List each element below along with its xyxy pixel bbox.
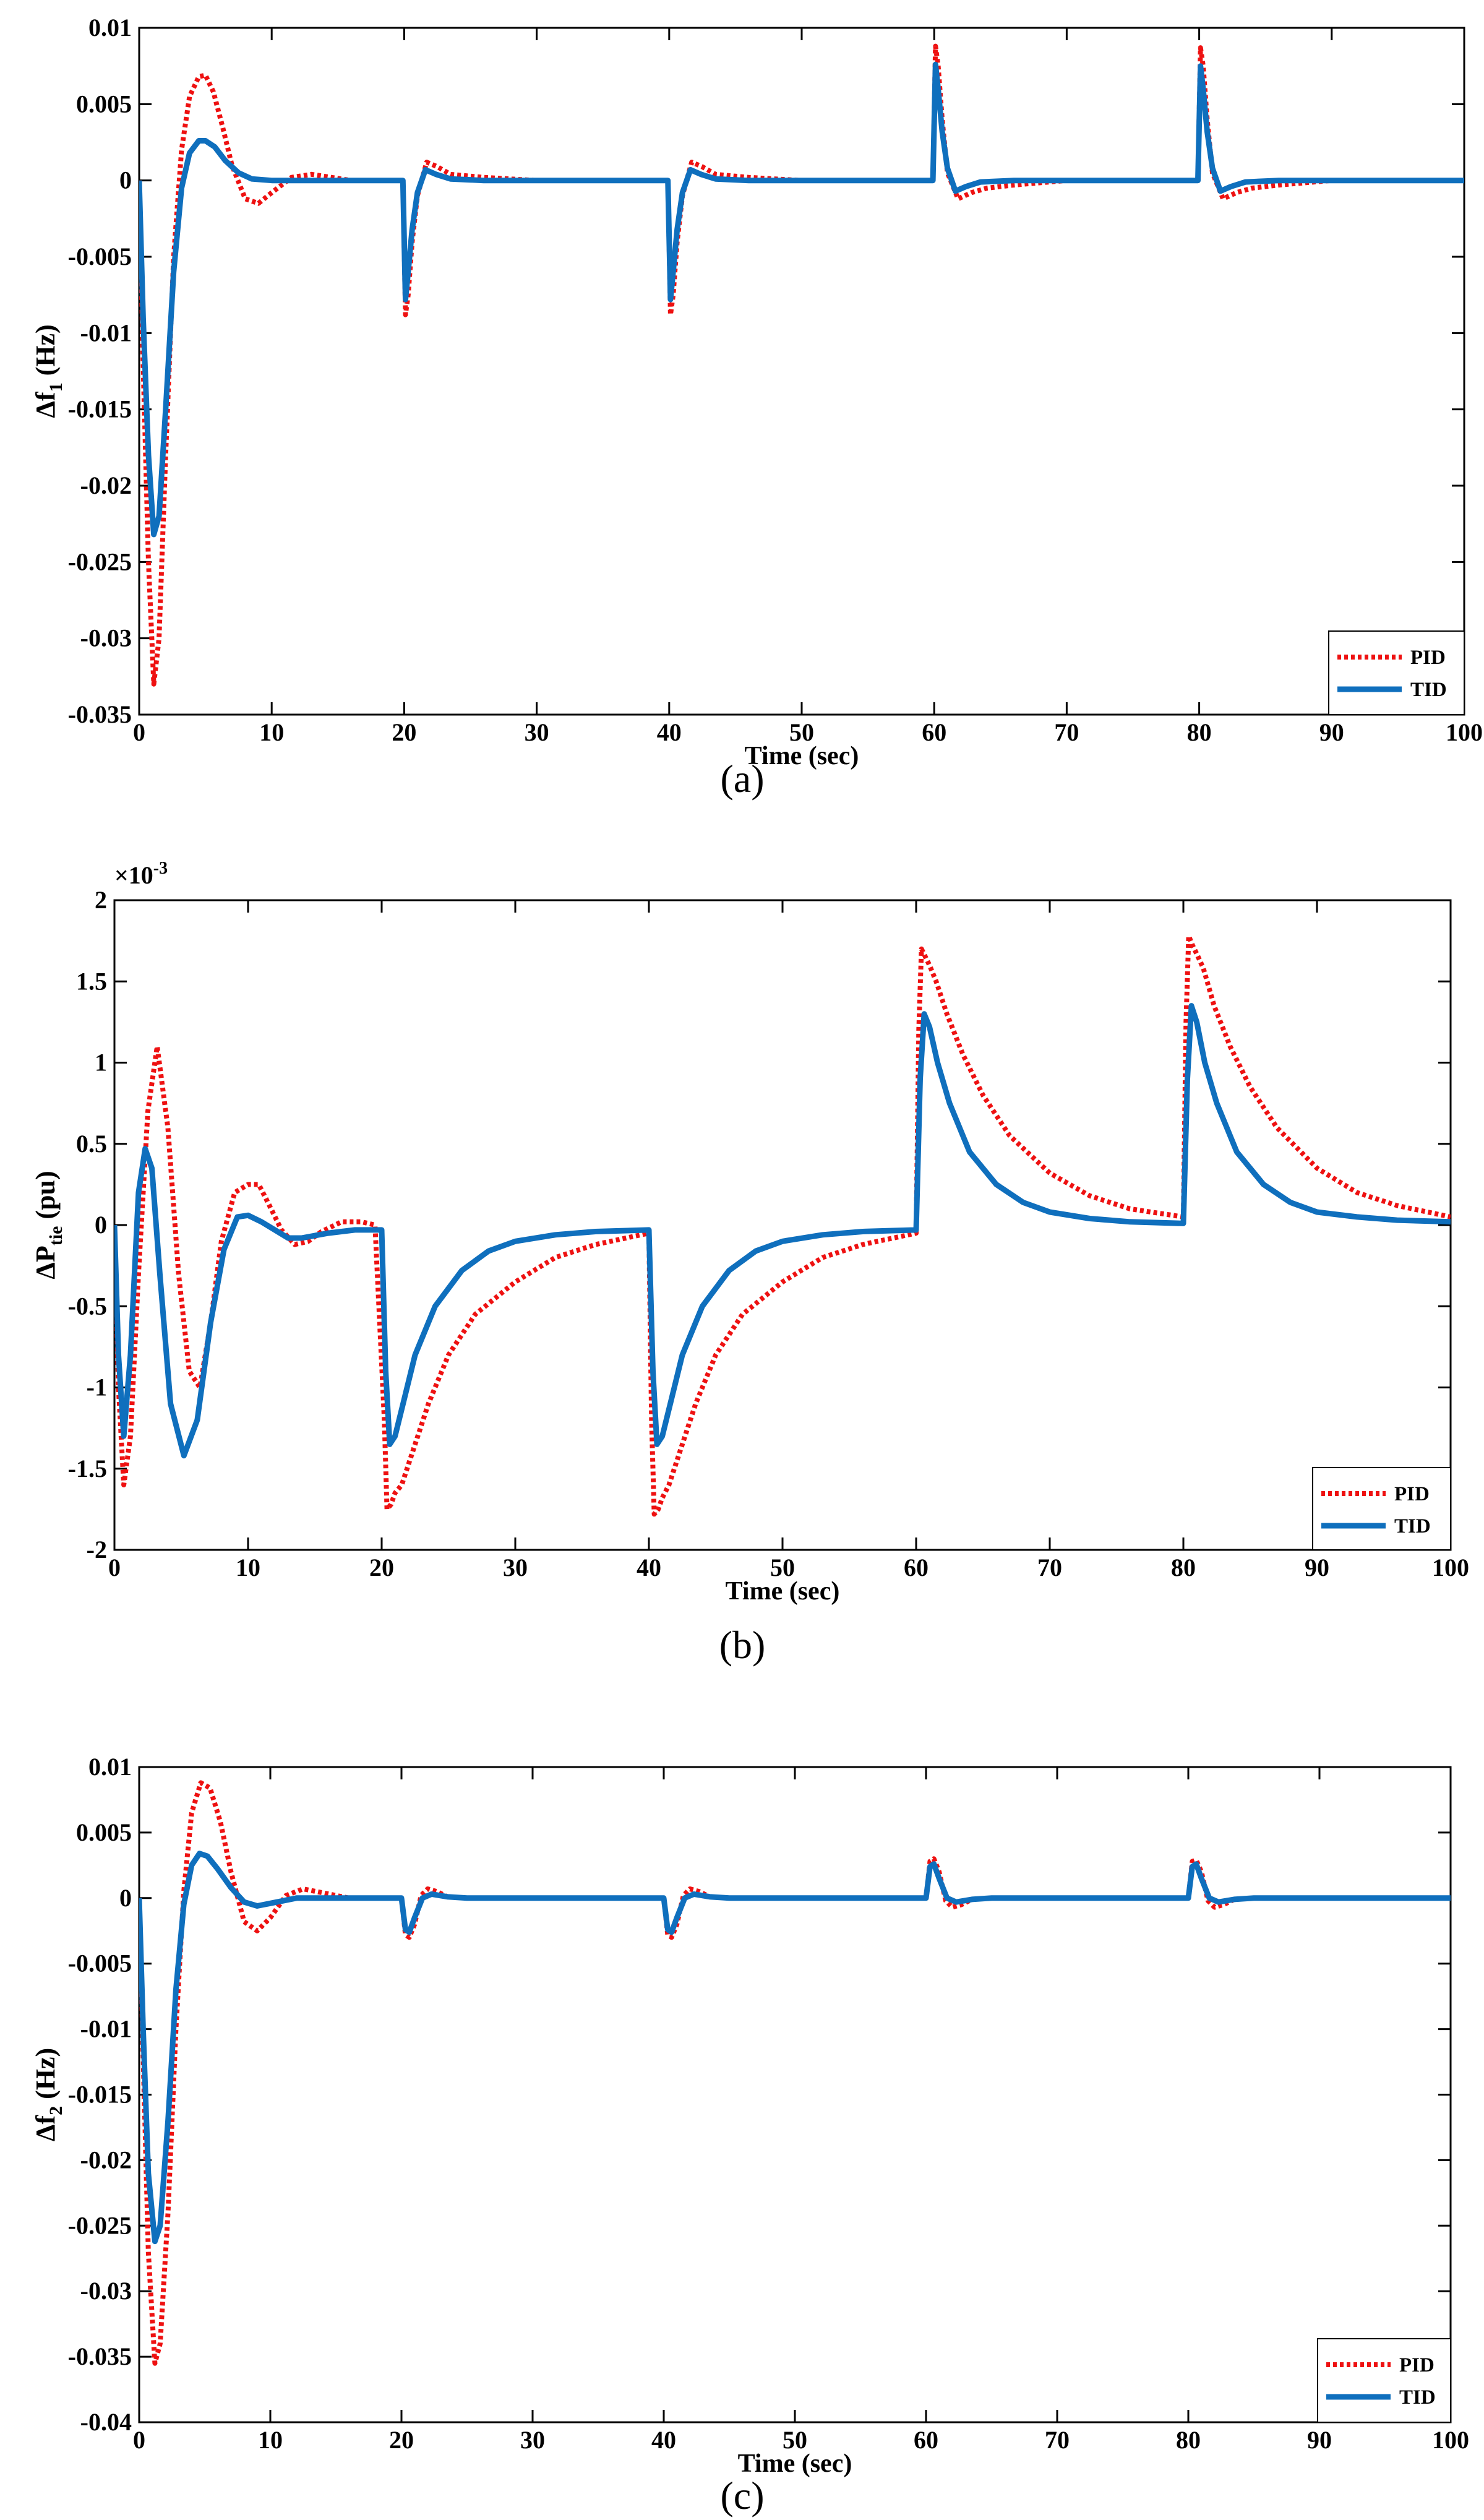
y-tick-label: 0 [95, 1211, 107, 1239]
x-tick-label: 40 [651, 2426, 676, 2454]
y-axis-label: Δf1 (Hz) [30, 324, 66, 418]
y-tick-label: -0.02 [80, 471, 132, 499]
legend-label-tid: TID [1394, 1515, 1431, 1537]
x-tick-label: 80 [1176, 2426, 1201, 2454]
x-tick-label: 70 [1037, 1554, 1062, 1581]
y-axis-label: ΔPtie (pu) [30, 1171, 66, 1279]
y-tick-label: -0.025 [68, 2211, 132, 2239]
series-line-pid [114, 933, 1451, 1517]
x-tick-label: 0 [133, 2426, 145, 2454]
x-tick-label: 90 [1307, 2426, 1332, 2454]
x-tick-label: 60 [922, 718, 946, 746]
y-tick-label: -1 [87, 1374, 107, 1401]
chart-caption: (c) [720, 2474, 764, 2518]
plot-area [113, 899, 1452, 1551]
y-tick-label: 1.5 [76, 967, 107, 995]
y-tick-label: 0.5 [76, 1130, 107, 1158]
x-tick-label: 10 [258, 2426, 283, 2454]
y-tick-label: -0.02 [80, 2146, 132, 2174]
exponent-label: ×10-3 [114, 859, 168, 889]
legend-box [1312, 1467, 1451, 1550]
legend-label-pid: PID [1399, 2354, 1435, 2376]
x-tick-label: 100 [1446, 718, 1483, 746]
x-axis-label: Time (sec) [726, 1577, 840, 1606]
x-tick-label: 40 [657, 718, 682, 746]
y-tick-label: -0.005 [68, 1950, 132, 1977]
y-tick-label: -0.04 [80, 2408, 132, 2436]
x-tick-label: 0 [108, 1554, 121, 1581]
x-tick-label: 100 [1432, 1554, 1469, 1581]
x-tick-label: 20 [369, 1554, 394, 1581]
y-tick-label: 0 [119, 166, 132, 194]
legend-box [1317, 2338, 1451, 2423]
legend: PID TID [1312, 1467, 1451, 1550]
x-tick-label: 30 [503, 1554, 528, 1581]
x-tick-label: 50 [789, 718, 814, 746]
y-tick-label: 0.01 [88, 1753, 132, 1781]
chart-c: 0 10 20 30 40 50 60 70 80 90 100 -0.04 -0.035 -0.03 -0… [30, 1753, 1469, 2518]
y-tick-label: 1 [95, 1049, 107, 1077]
legend-label-tid: TID [1410, 679, 1447, 701]
y-tick-label: 2 [95, 886, 107, 914]
series-line-tid [139, 1851, 1451, 2245]
y-tick-label: -0.005 [68, 243, 132, 270]
chart-a: 0 10 20 30 40 50 60 70 80 90 100 -0.035 -0.03 -0.025 -… [30, 14, 1483, 801]
y-tick-label: 0.005 [76, 90, 132, 118]
y-tick-label: -0.03 [80, 2277, 132, 2305]
y-tick-label: -0.03 [80, 624, 132, 652]
x-tick-label: 40 [637, 1554, 661, 1581]
legend: PID TID [1328, 630, 1465, 715]
x-tick-label: 50 [770, 1554, 795, 1581]
x-tick-label: 80 [1187, 718, 1212, 746]
plot-area [138, 1766, 1452, 2423]
legend-label-pid: PID [1394, 1483, 1430, 1505]
legend-box [1328, 630, 1465, 715]
x-tick-label: 30 [520, 2426, 545, 2454]
x-tick-label: 30 [525, 718, 549, 746]
x-tick-label: 10 [236, 1554, 260, 1581]
x-tick-label: 50 [783, 2426, 807, 2454]
x-tick-label: 10 [259, 718, 284, 746]
legend-label-pid: PID [1410, 647, 1446, 669]
y-tick-label: -0.035 [68, 2342, 132, 2370]
plot-area [138, 27, 1465, 716]
chart-caption: (a) [720, 757, 764, 801]
x-tick-label: 90 [1319, 718, 1344, 746]
x-tick-label: 90 [1305, 1554, 1329, 1581]
y-tick-label: 0.005 [76, 1818, 132, 1846]
y-tick-label: -0.01 [80, 319, 132, 346]
y-tick-label: -1.5 [68, 1455, 107, 1482]
y-tick-label: -0.015 [68, 395, 132, 423]
series-line-tid [114, 1003, 1451, 1459]
y-tick-label: -0.025 [68, 548, 132, 575]
x-tick-label: 60 [904, 1554, 929, 1581]
chart-caption: (b) [719, 1623, 766, 1667]
x-axis-label: Time (sec) [745, 742, 859, 770]
y-tick-label: -2 [87, 1536, 107, 1563]
chart-b: 0 10 20 30 40 50 60 70 80 90 100 -2 -1.5 -1 -0.5 0 0.5 1 1… [30, 859, 1469, 1667]
y-tick-label: 0.01 [88, 14, 132, 41]
x-tick-label: 20 [389, 2426, 414, 2454]
y-tick-label: 0 [119, 1884, 132, 1912]
x-tick-label: 0 [133, 718, 145, 746]
x-tick-label: 60 [914, 2426, 938, 2454]
x-tick-label: 70 [1045, 2426, 1070, 2454]
series-line-tid [139, 61, 1464, 538]
legend-label-tid: TID [1399, 2386, 1436, 2409]
y-tick-label: -0.015 [68, 2081, 132, 2109]
x-tick-label: 20 [392, 718, 416, 746]
x-tick-label: 70 [1054, 718, 1079, 746]
x-axis-label: Time (sec) [738, 2449, 852, 2478]
y-tick-label: -0.01 [80, 2015, 132, 2043]
x-tick-label: 100 [1432, 2426, 1469, 2454]
legend: PID TID [1317, 2338, 1451, 2423]
x-tick-label: 80 [1171, 1554, 1196, 1581]
y-tick-label: -0.035 [68, 700, 132, 728]
y-axis-label: Δf2 (Hz) [30, 2048, 66, 2141]
y-tick-label: -0.5 [68, 1292, 107, 1320]
